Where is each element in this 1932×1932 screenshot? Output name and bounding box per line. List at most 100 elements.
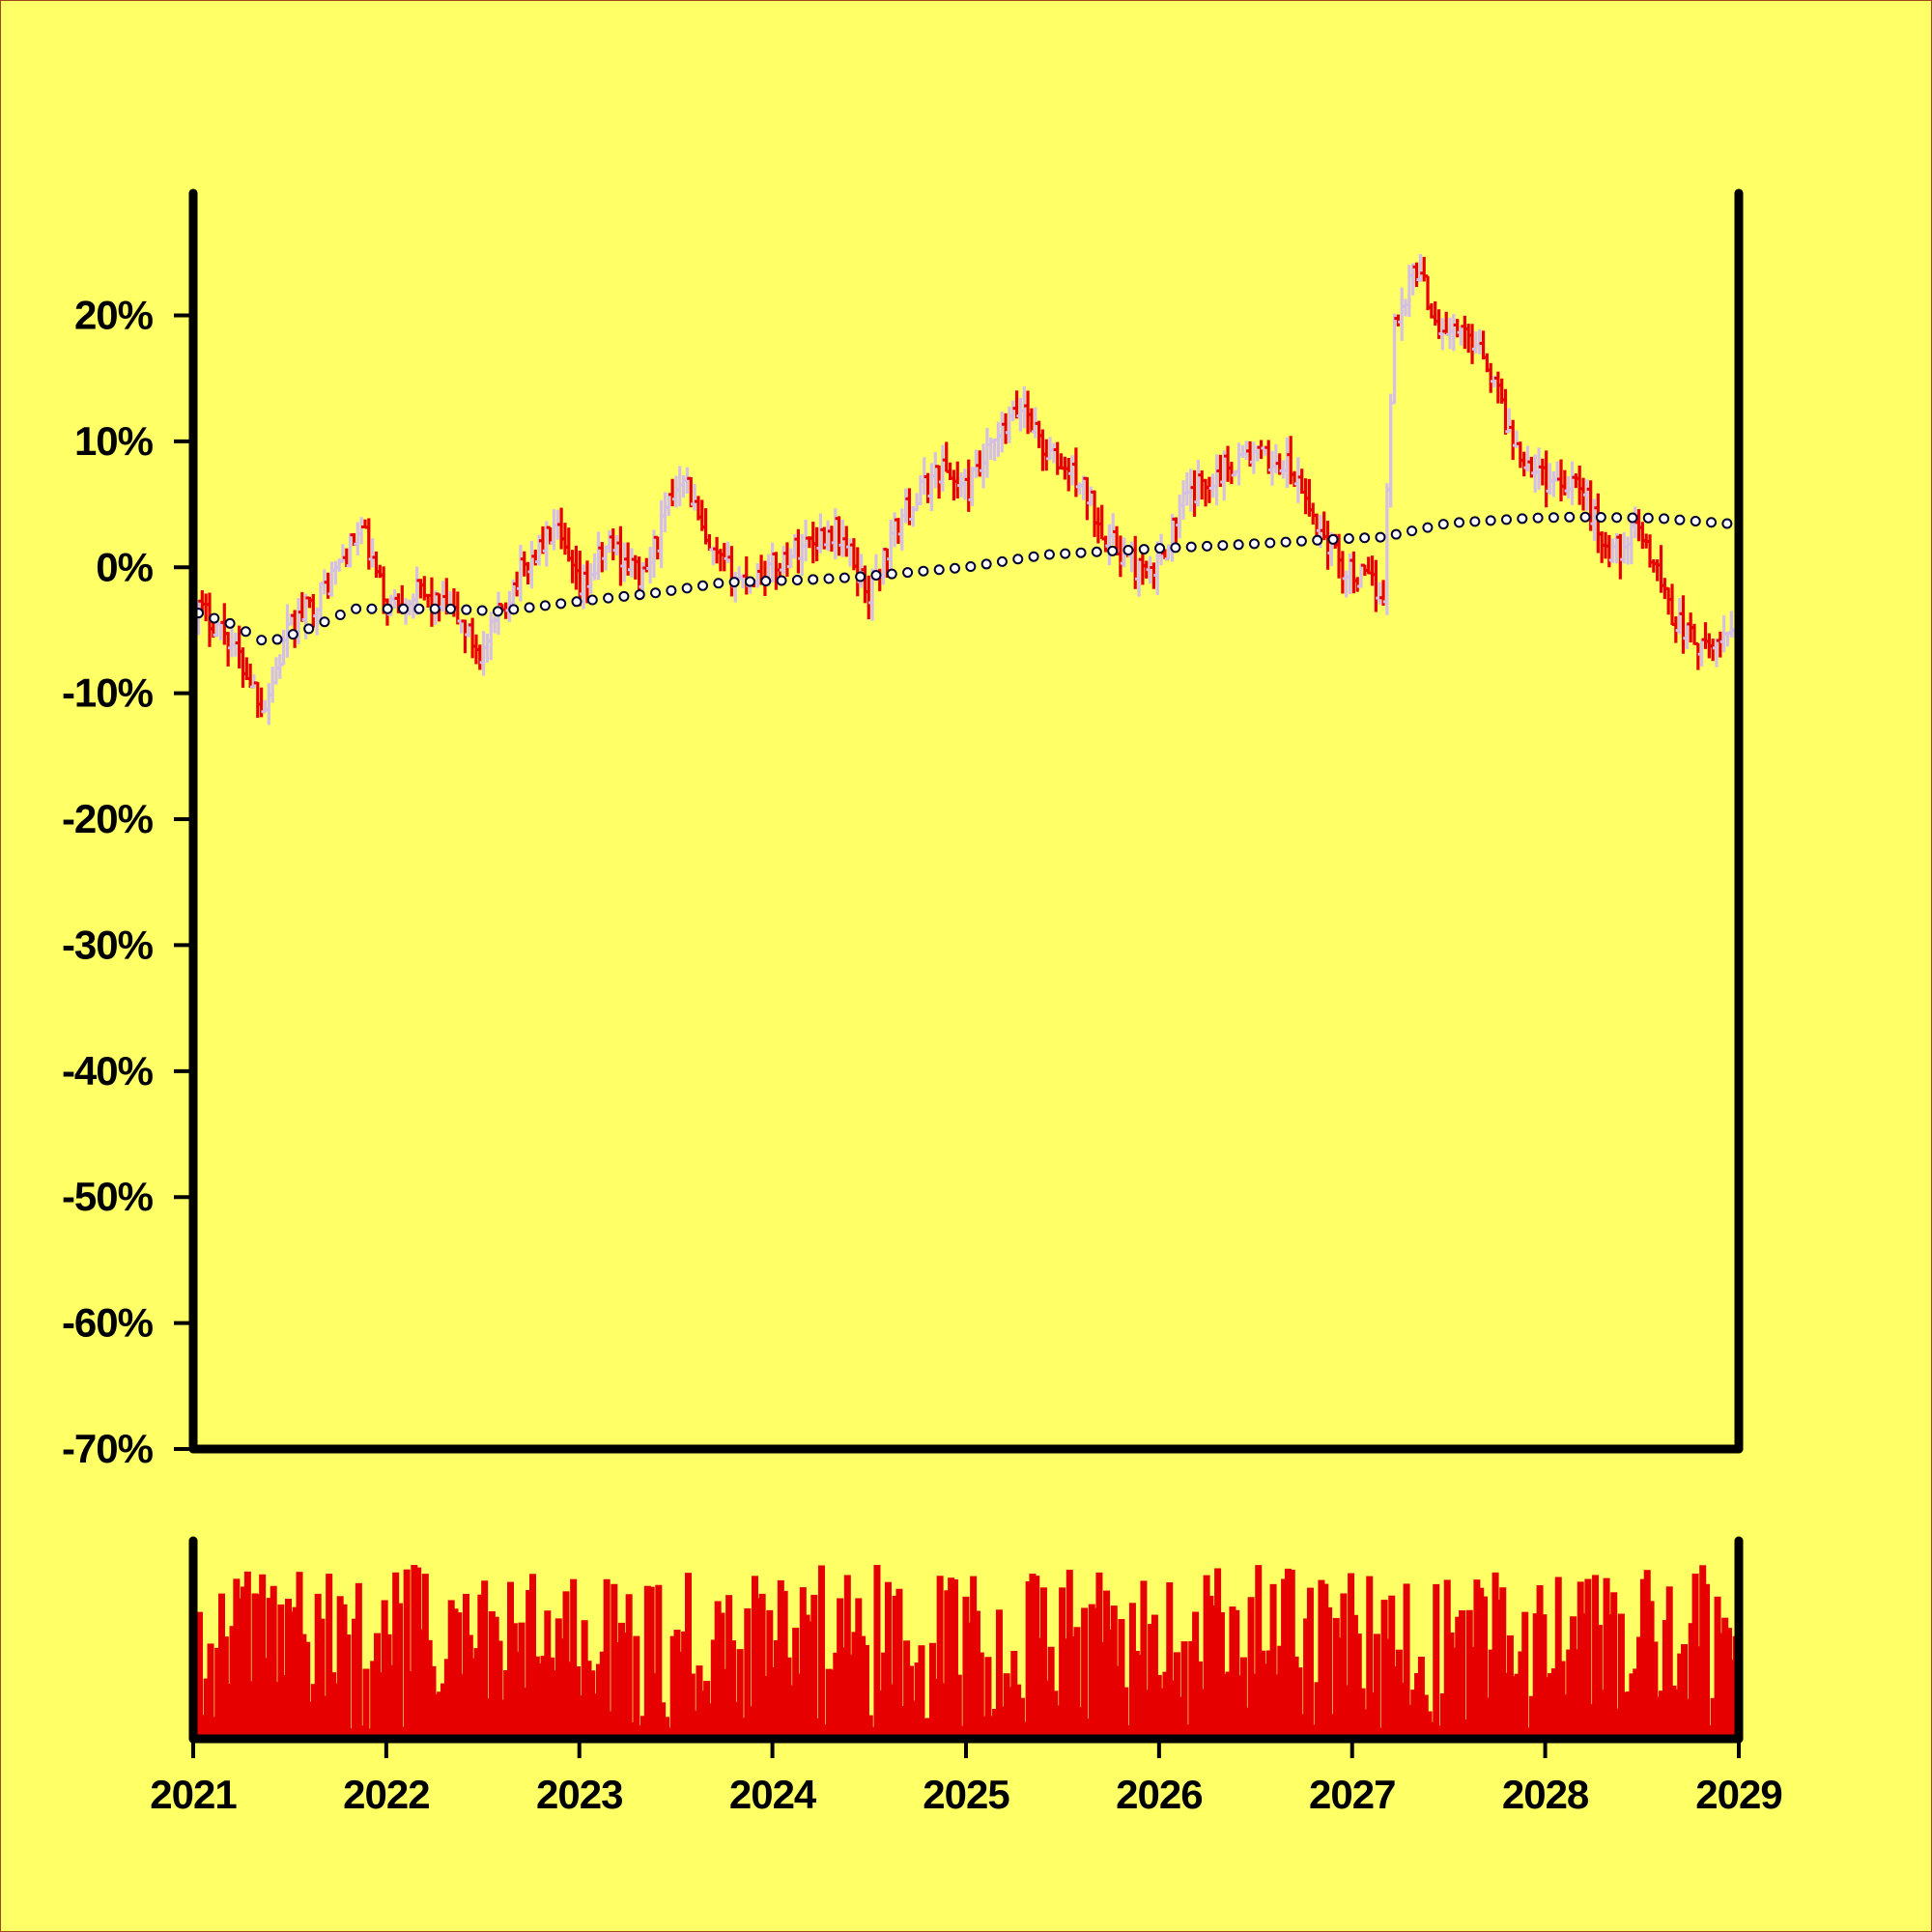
- volume-bar: [1310, 1724, 1318, 1739]
- volume-bar: [859, 1635, 867, 1739]
- volume-bar: [647, 1586, 655, 1739]
- volume-bar: [1144, 1690, 1151, 1739]
- volume-bar: [433, 1693, 440, 1739]
- volume-bar: [332, 1683, 340, 1739]
- volume-bar: [995, 1609, 1003, 1739]
- volume-bar: [1110, 1605, 1118, 1739]
- volume-bar: [377, 1672, 384, 1739]
- x-tick-label: 2028: [1502, 1772, 1589, 1817]
- volume-bar: [992, 1708, 1000, 1739]
- volume-bar: [229, 1626, 237, 1739]
- volume-bar: [388, 1664, 396, 1739]
- moving-average-point: [618, 590, 630, 602]
- volume-bar: [766, 1609, 774, 1739]
- volume-bar: [1255, 1565, 1263, 1739]
- moving-average-point: [1107, 545, 1119, 556]
- volume-bar: [247, 1681, 255, 1739]
- volume-bar: [1243, 1707, 1251, 1739]
- volume-bar: [1151, 1614, 1158, 1739]
- volume-bar: [1262, 1663, 1269, 1739]
- volume-bar: [1177, 1696, 1184, 1739]
- volume-bar: [895, 1588, 903, 1739]
- volume-bar: [1643, 1570, 1651, 1739]
- volume-bar: [839, 1647, 847, 1739]
- moving-average-point: [666, 584, 677, 596]
- volume-bar: [551, 1670, 558, 1739]
- volume-bar: [751, 1576, 758, 1739]
- volume-bar: [1528, 1695, 1536, 1739]
- moving-average-point: [1138, 544, 1150, 555]
- volume-bar: [481, 1580, 489, 1739]
- moving-average-point: [980, 558, 992, 570]
- volume-bar: [459, 1673, 467, 1739]
- volume-bar: [892, 1595, 899, 1739]
- volume-bar: [899, 1706, 907, 1739]
- volume-bar: [281, 1675, 289, 1739]
- volume-bar: [392, 1572, 400, 1739]
- volume-bar: [1721, 1617, 1729, 1739]
- volume-bar: [1695, 1646, 1703, 1739]
- volume-bar: [443, 1659, 451, 1739]
- volume-bar: [429, 1665, 437, 1739]
- volume-bar: [1118, 1618, 1125, 1739]
- moving-average-point: [303, 623, 315, 635]
- price-panel: [190, 254, 1740, 725]
- volume-bar: [833, 1652, 840, 1739]
- volume-bar: [266, 1598, 273, 1739]
- moving-average-point: [1595, 511, 1606, 523]
- moving-average-point: [1469, 516, 1481, 527]
- volume-bar: [370, 1661, 378, 1739]
- volume-bar: [1673, 1689, 1681, 1739]
- volume-bar: [884, 1581, 892, 1739]
- volume-bar: [847, 1654, 855, 1739]
- volume-bar: [1599, 1690, 1606, 1739]
- moving-average-point: [838, 572, 850, 583]
- volume-bar: [703, 1681, 711, 1739]
- volume-bar: [577, 1695, 584, 1739]
- volume-bar: [795, 1673, 803, 1739]
- volume-bar: [1566, 1649, 1574, 1739]
- volume-bar: [614, 1641, 622, 1739]
- moving-average-point: [366, 603, 378, 614]
- moving-average-point: [1122, 544, 1134, 555]
- volume-bar: [1188, 1640, 1196, 1739]
- y-tick-label: -20%: [62, 796, 154, 841]
- moving-average-point: [1564, 511, 1576, 523]
- moving-average-point: [728, 577, 740, 588]
- volume-bar: [1514, 1673, 1521, 1739]
- volume-bar: [781, 1590, 788, 1739]
- moving-average-point: [492, 606, 503, 617]
- volume-bar: [570, 1578, 578, 1739]
- volume-bar: [241, 1586, 248, 1739]
- volume-bar: [451, 1608, 459, 1739]
- volume-bar: [1203, 1575, 1210, 1739]
- volume-bar: [259, 1574, 267, 1739]
- volume-bar: [1273, 1674, 1281, 1739]
- volume-bar: [825, 1668, 833, 1739]
- volume-bar: [1510, 1676, 1518, 1739]
- volume-bar: [962, 1596, 970, 1739]
- volume-bar: [440, 1683, 448, 1739]
- volume-bar: [792, 1628, 800, 1739]
- volume-bar: [1221, 1673, 1229, 1739]
- moving-average-point: [996, 555, 1008, 567]
- volume-bar: [1718, 1633, 1725, 1739]
- moving-average-point: [429, 603, 440, 614]
- volume-bar: [1236, 1675, 1244, 1739]
- moving-average-point: [603, 592, 614, 604]
- volume-bar: [762, 1675, 770, 1739]
- volume-bar: [506, 1581, 514, 1739]
- x-tick-label: 2021: [150, 1772, 237, 1817]
- moving-average-point: [1327, 533, 1339, 545]
- volume-bar: [277, 1604, 285, 1739]
- volume-bar: [954, 1674, 962, 1739]
- volume-bar: [1366, 1576, 1374, 1739]
- moving-average-point: [760, 576, 772, 587]
- volume-bar: [270, 1585, 277, 1739]
- volume-bar: [273, 1682, 281, 1739]
- moving-average-point: [808, 574, 819, 585]
- volume-bar: [303, 1641, 311, 1739]
- volume-bar: [292, 1606, 299, 1739]
- moving-average-point: [634, 589, 645, 601]
- volume-bar: [469, 1658, 477, 1739]
